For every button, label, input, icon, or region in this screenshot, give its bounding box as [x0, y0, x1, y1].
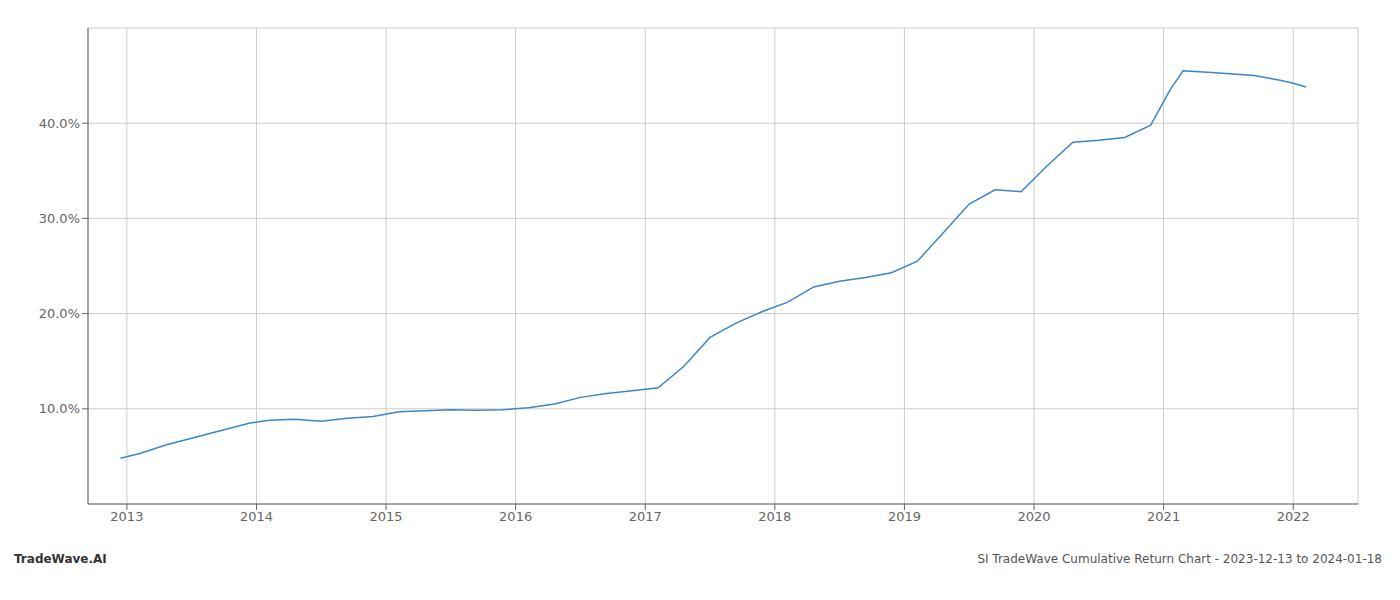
html-text:TradeWave.AI: TradeWave.AI	[14, 552, 107, 566]
svg-text:2022: 2022	[1277, 509, 1310, 524]
svg-text:2013: 2013	[110, 509, 143, 524]
svg-text:2014: 2014	[240, 509, 273, 524]
html-text:SI TradeWave Cumulative Return: SI TradeWave Cumulative Return Chart - 2…	[977, 552, 1382, 566]
svg-text:20.0%: 20.0%	[39, 306, 80, 321]
svg-text:2021: 2021	[1147, 509, 1180, 524]
svg-text:2018: 2018	[758, 509, 791, 524]
svg-text:2017: 2017	[629, 509, 662, 524]
svg-text:2015: 2015	[370, 509, 403, 524]
svg-text:40.0%: 40.0%	[39, 116, 80, 131]
svg-text:2016: 2016	[499, 509, 532, 524]
svg-text:2020: 2020	[1017, 509, 1050, 524]
svg-text:10.0%: 10.0%	[39, 401, 80, 416]
svg-text:30.0%: 30.0%	[39, 211, 80, 226]
svg-text:2019: 2019	[888, 509, 921, 524]
